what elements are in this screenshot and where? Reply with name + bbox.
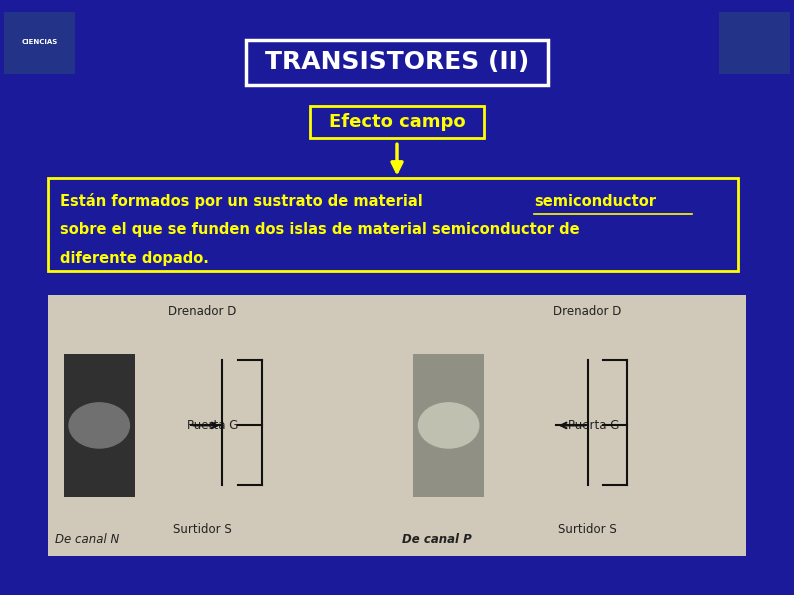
Text: Surtidor S: Surtidor S (558, 523, 617, 536)
Text: Drenador D: Drenador D (168, 305, 237, 318)
Text: Efecto campo: Efecto campo (329, 113, 465, 131)
Text: Puerta G: Puerta G (568, 419, 619, 432)
FancyBboxPatch shape (48, 295, 746, 556)
FancyBboxPatch shape (719, 12, 790, 74)
Text: Puerta G: Puerta G (187, 419, 238, 432)
Text: Drenador D: Drenador D (553, 305, 622, 318)
FancyBboxPatch shape (4, 12, 75, 74)
Text: CIENCIAS: CIENCIAS (21, 39, 58, 45)
FancyBboxPatch shape (64, 354, 135, 497)
Circle shape (69, 403, 129, 448)
FancyBboxPatch shape (48, 178, 738, 271)
FancyBboxPatch shape (246, 40, 548, 84)
FancyBboxPatch shape (310, 105, 484, 138)
Text: De canal N: De canal N (56, 533, 119, 546)
Text: semiconductor: semiconductor (534, 193, 656, 209)
FancyBboxPatch shape (413, 354, 484, 497)
Text: Surtidor S: Surtidor S (173, 523, 232, 536)
Text: TRANSISTORES (II): TRANSISTORES (II) (265, 51, 529, 74)
Text: diferente dopado.: diferente dopado. (60, 250, 208, 266)
Text: sobre el que se funden dos islas de material semiconductor de: sobre el que se funden dos islas de mate… (60, 222, 579, 237)
Text: Están formados por un sustrato de material: Están formados por un sustrato de materi… (60, 193, 427, 209)
Text: De canal P: De canal P (402, 533, 472, 546)
Circle shape (418, 403, 479, 448)
